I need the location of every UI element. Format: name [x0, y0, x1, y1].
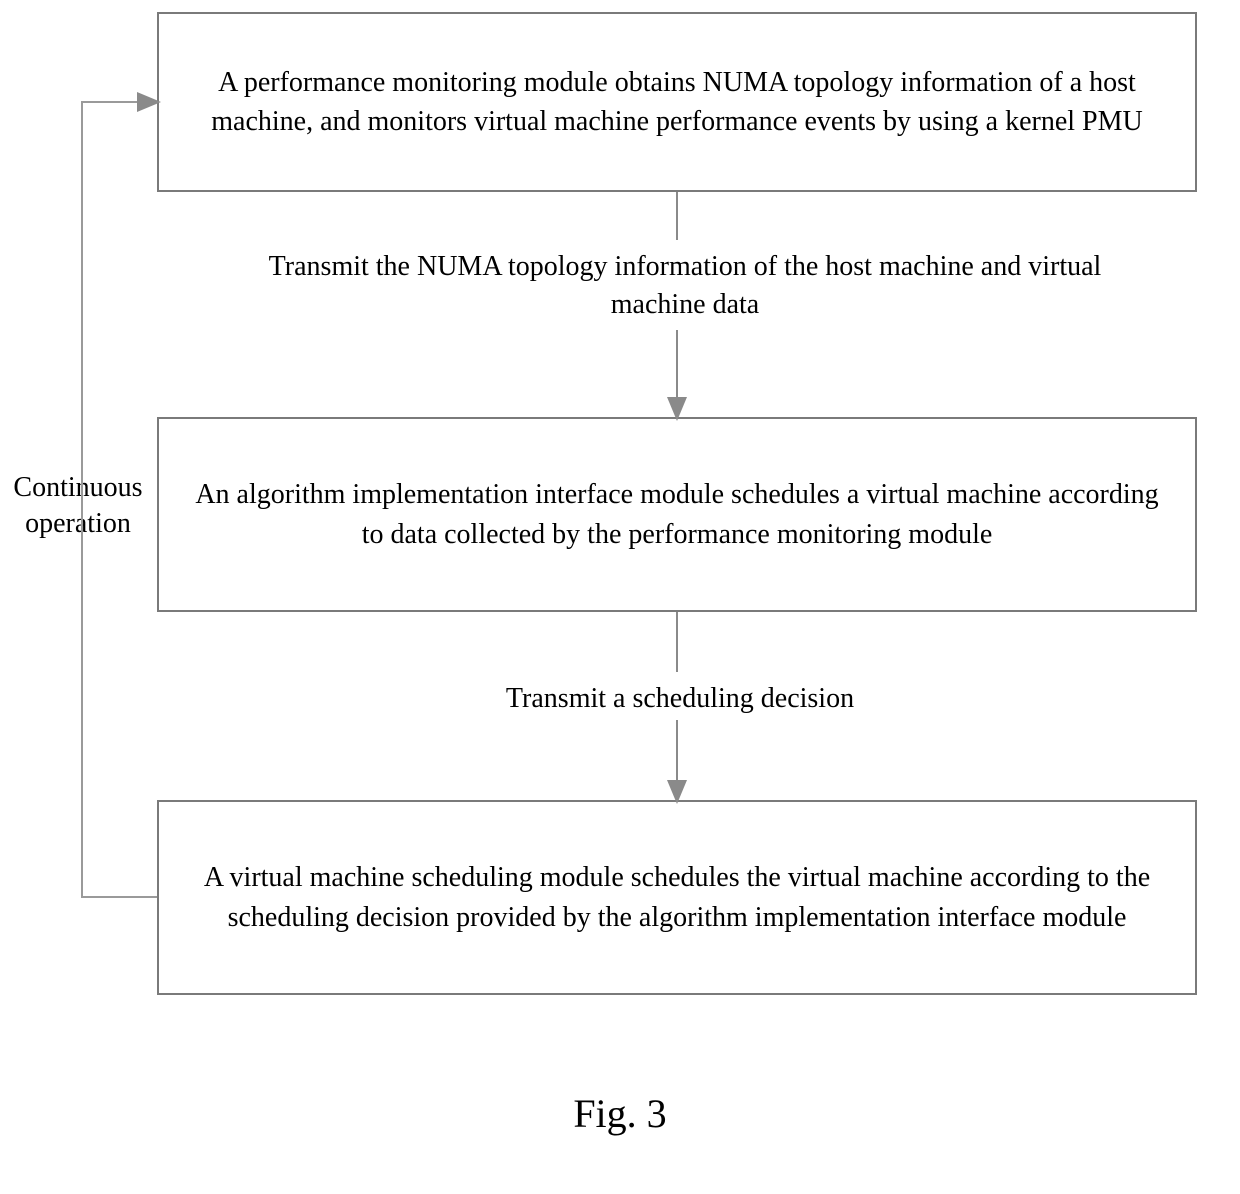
flowchart-connectors — [0, 0, 1240, 1194]
